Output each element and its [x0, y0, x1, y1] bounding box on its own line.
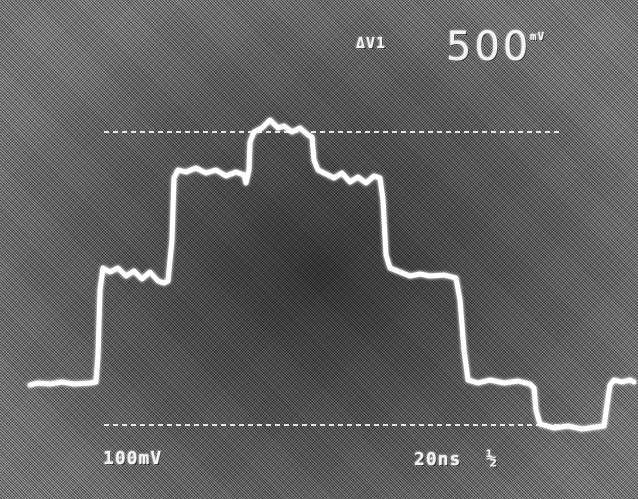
signal-trace — [27, 117, 637, 432]
voltage-readout-unit: mV — [530, 30, 546, 43]
voltage-readout-value: 500 — [446, 24, 532, 70]
trigger-marker-glyph: ½ — [486, 448, 498, 469]
delta-voltage-label: ΔV1 — [356, 34, 387, 52]
time-per-division-label: 20ns — [414, 449, 462, 470]
volts-per-division-label: 100mV — [103, 448, 163, 469]
